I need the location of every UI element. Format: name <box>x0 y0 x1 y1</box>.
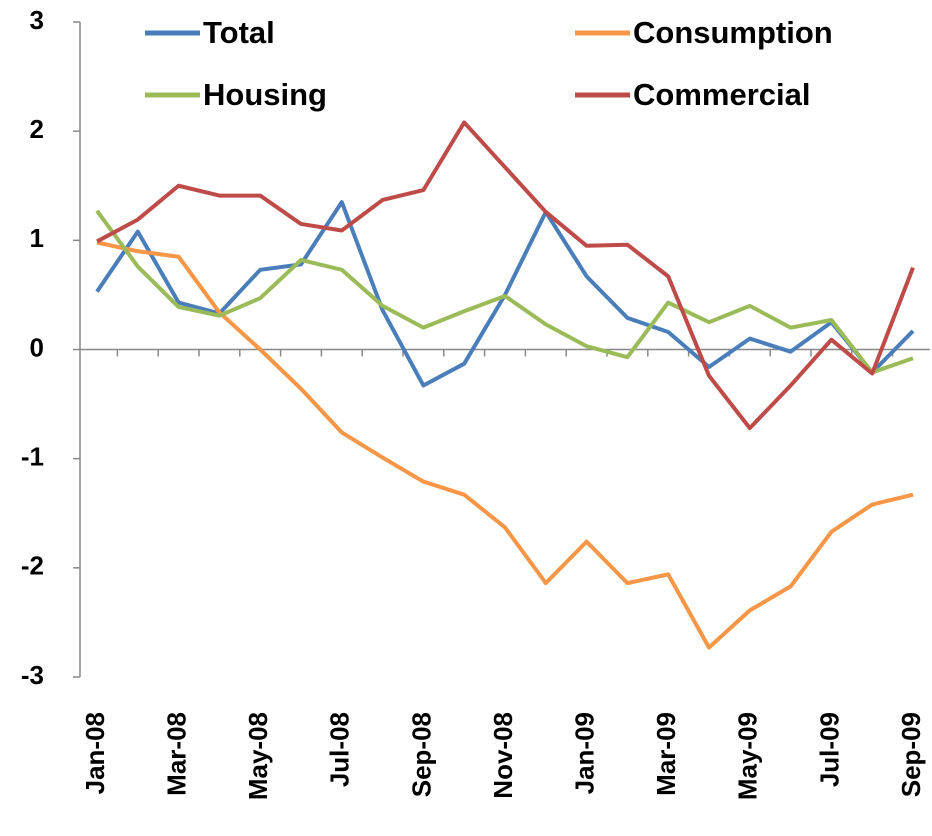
series-line <box>96 240 914 650</box>
y-tick-label: 3 <box>30 5 44 35</box>
x-tick-label: Jul-09 <box>814 712 844 787</box>
x-tick-label: Jan-08 <box>80 712 110 794</box>
y-tick-label: -3 <box>21 660 44 690</box>
x-tick-label: Nov-08 <box>488 712 518 799</box>
x-tick-label: Sep-09 <box>896 712 926 797</box>
y-tick-label: 2 <box>30 114 44 144</box>
series-line <box>95 209 914 375</box>
y-tick-label: 0 <box>30 332 44 362</box>
legend-label: Housing <box>203 77 327 112</box>
y-tick-label: -1 <box>21 442 44 472</box>
x-tick-label: Mar-09 <box>651 712 681 796</box>
y-tick-label: 1 <box>30 223 44 253</box>
x-tick-label: May-09 <box>733 712 763 800</box>
legend-label: Total <box>203 15 275 50</box>
legend-label: Consumption <box>633 15 833 50</box>
series-line <box>96 120 915 431</box>
series-line <box>95 200 915 388</box>
x-tick-label: May-08 <box>243 712 273 800</box>
x-tick-label: Mar-08 <box>161 712 191 796</box>
legend-label: Commercial <box>633 77 810 112</box>
x-tick-label: Jul-08 <box>325 712 355 787</box>
x-tick-label: Jan-09 <box>569 712 599 794</box>
y-tick-label: -2 <box>21 551 44 581</box>
x-tick-label: Sep-08 <box>406 712 436 797</box>
